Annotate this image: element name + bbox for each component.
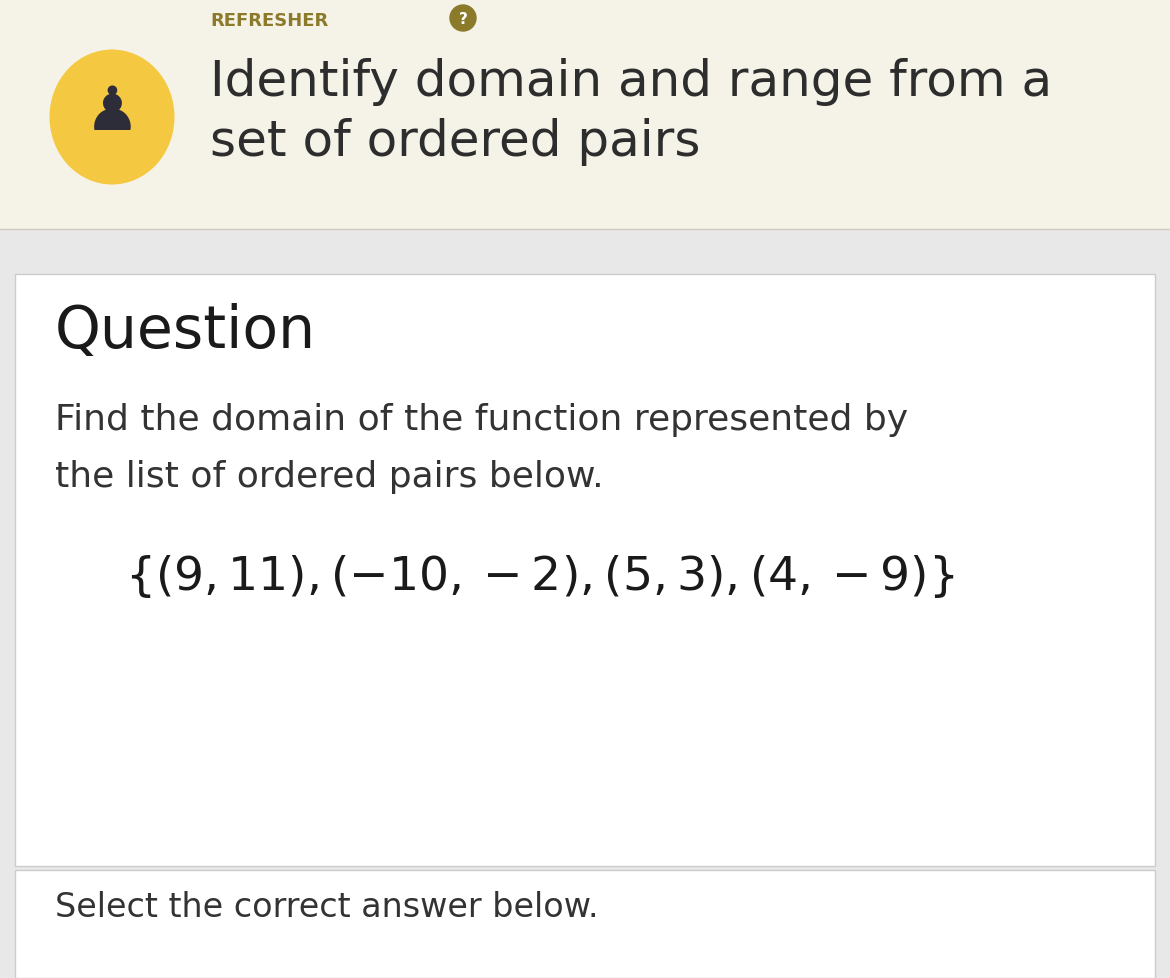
FancyBboxPatch shape [15,275,1155,867]
Ellipse shape [49,51,174,185]
Text: set of ordered pairs: set of ordered pairs [209,118,701,166]
Text: Find the domain of the function represented by: Find the domain of the function represen… [55,403,908,436]
Text: Question: Question [55,302,316,360]
Text: Identify domain and range from a: Identify domain and range from a [209,58,1052,106]
Text: ?: ? [459,12,468,26]
Text: Select the correct answer below.: Select the correct answer below. [55,890,599,923]
FancyBboxPatch shape [15,870,1155,978]
FancyBboxPatch shape [0,0,1170,230]
Circle shape [450,6,476,32]
Text: ♟: ♟ [84,83,139,143]
Text: the list of ordered pairs below.: the list of ordered pairs below. [55,460,604,494]
Text: REFRESHER: REFRESHER [209,12,329,30]
Text: $\{(9, 11), (-10, -2), (5, 3), (4, -9)\}$: $\{(9, 11), (-10, -2), (5, 3), (4, -9)\}… [125,553,955,600]
